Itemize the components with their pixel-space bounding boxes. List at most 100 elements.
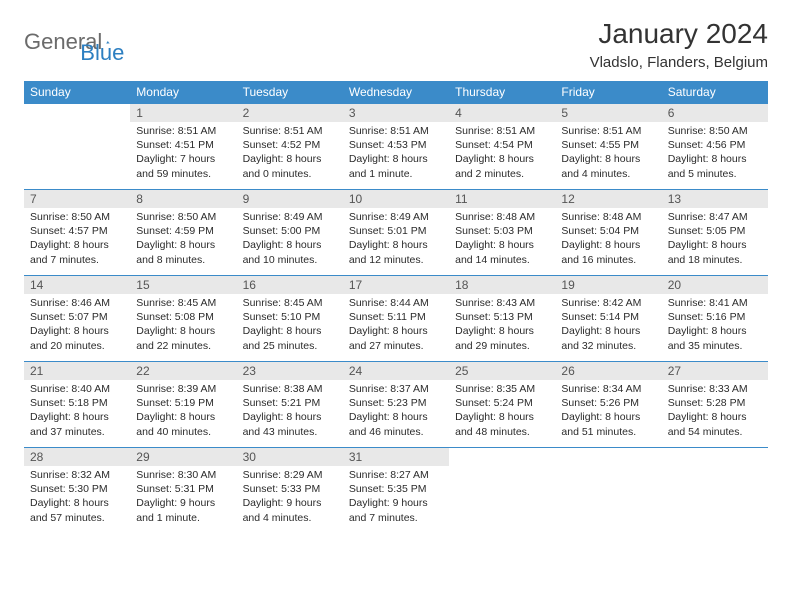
day-content: Sunrise: 8:48 AMSunset: 5:04 PMDaylight:…	[555, 208, 661, 271]
day-content: Sunrise: 8:35 AMSunset: 5:24 PMDaylight:…	[449, 380, 555, 443]
day-number: 19	[555, 276, 661, 294]
sunset-text: Sunset: 5:08 PM	[136, 310, 230, 324]
daylight-text: Daylight: 8 hours	[136, 238, 230, 252]
day-number: 7	[24, 190, 130, 208]
calendar-day-cell	[449, 448, 555, 534]
daylight-text: and 0 minutes.	[243, 167, 337, 181]
sunrise-text: Sunrise: 8:50 AM	[136, 210, 230, 224]
daylight-text: and 54 minutes.	[668, 425, 762, 439]
sunrise-text: Sunrise: 8:46 AM	[30, 296, 124, 310]
sunset-text: Sunset: 5:28 PM	[668, 396, 762, 410]
sunset-text: Sunset: 4:54 PM	[455, 138, 549, 152]
sunset-text: Sunset: 5:26 PM	[561, 396, 655, 410]
day-content: Sunrise: 8:40 AMSunset: 5:18 PMDaylight:…	[24, 380, 130, 443]
day-number: 13	[662, 190, 768, 208]
daylight-text: and 18 minutes.	[668, 253, 762, 267]
calendar-day-cell: 21Sunrise: 8:40 AMSunset: 5:18 PMDayligh…	[24, 362, 130, 448]
day-number: 21	[24, 362, 130, 380]
calendar-week-row: 1Sunrise: 8:51 AMSunset: 4:51 PMDaylight…	[24, 104, 768, 190]
calendar-day-cell: 17Sunrise: 8:44 AMSunset: 5:11 PMDayligh…	[343, 276, 449, 362]
daylight-text: Daylight: 8 hours	[561, 152, 655, 166]
daylight-text: and 2 minutes.	[455, 167, 549, 181]
day-number: 10	[343, 190, 449, 208]
sunset-text: Sunset: 5:13 PM	[455, 310, 549, 324]
logo: General Blue	[24, 18, 124, 66]
sunrise-text: Sunrise: 8:51 AM	[243, 124, 337, 138]
calendar-day-cell: 8Sunrise: 8:50 AMSunset: 4:59 PMDaylight…	[130, 190, 236, 276]
day-number: 24	[343, 362, 449, 380]
sunset-text: Sunset: 5:03 PM	[455, 224, 549, 238]
calendar-week-row: 7Sunrise: 8:50 AMSunset: 4:57 PMDaylight…	[24, 190, 768, 276]
day-number: 25	[449, 362, 555, 380]
daylight-text: and 7 minutes.	[30, 253, 124, 267]
weekday-header: Tuesday	[237, 81, 343, 104]
day-number: 27	[662, 362, 768, 380]
day-number: 6	[662, 104, 768, 122]
sunset-text: Sunset: 5:11 PM	[349, 310, 443, 324]
day-content: Sunrise: 8:50 AMSunset: 4:59 PMDaylight:…	[130, 208, 236, 271]
sunset-text: Sunset: 4:55 PM	[561, 138, 655, 152]
day-number: 15	[130, 276, 236, 294]
calendar-day-cell: 10Sunrise: 8:49 AMSunset: 5:01 PMDayligh…	[343, 190, 449, 276]
daylight-text: and 1 minute.	[136, 511, 230, 525]
calendar-day-cell: 14Sunrise: 8:46 AMSunset: 5:07 PMDayligh…	[24, 276, 130, 362]
calendar-day-cell: 25Sunrise: 8:35 AMSunset: 5:24 PMDayligh…	[449, 362, 555, 448]
day-content: Sunrise: 8:51 AMSunset: 4:51 PMDaylight:…	[130, 122, 236, 185]
calendar-day-cell: 4Sunrise: 8:51 AMSunset: 4:54 PMDaylight…	[449, 104, 555, 190]
calendar-day-cell: 13Sunrise: 8:47 AMSunset: 5:05 PMDayligh…	[662, 190, 768, 276]
daylight-text: Daylight: 9 hours	[349, 496, 443, 510]
sunset-text: Sunset: 4:56 PM	[668, 138, 762, 152]
daylight-text: Daylight: 8 hours	[243, 152, 337, 166]
day-content: Sunrise: 8:37 AMSunset: 5:23 PMDaylight:…	[343, 380, 449, 443]
day-content: Sunrise: 8:50 AMSunset: 4:56 PMDaylight:…	[662, 122, 768, 185]
daylight-text: Daylight: 8 hours	[668, 238, 762, 252]
calendar-day-cell: 27Sunrise: 8:33 AMSunset: 5:28 PMDayligh…	[662, 362, 768, 448]
day-content: Sunrise: 8:49 AMSunset: 5:00 PMDaylight:…	[237, 208, 343, 271]
day-number: 3	[343, 104, 449, 122]
day-number: 18	[449, 276, 555, 294]
day-number: 2	[237, 104, 343, 122]
calendar-day-cell: 24Sunrise: 8:37 AMSunset: 5:23 PMDayligh…	[343, 362, 449, 448]
daylight-text: Daylight: 8 hours	[561, 238, 655, 252]
sunrise-text: Sunrise: 8:51 AM	[349, 124, 443, 138]
location: Vladslo, Flanders, Belgium	[590, 54, 768, 71]
day-content: Sunrise: 8:33 AMSunset: 5:28 PMDaylight:…	[662, 380, 768, 443]
sunrise-text: Sunrise: 8:29 AM	[243, 468, 337, 482]
weekday-header-row: Sunday Monday Tuesday Wednesday Thursday…	[24, 81, 768, 104]
daylight-text: and 27 minutes.	[349, 339, 443, 353]
sunset-text: Sunset: 5:33 PM	[243, 482, 337, 496]
day-content: Sunrise: 8:30 AMSunset: 5:31 PMDaylight:…	[130, 466, 236, 529]
day-content: Sunrise: 8:43 AMSunset: 5:13 PMDaylight:…	[449, 294, 555, 357]
daylight-text: and 10 minutes.	[243, 253, 337, 267]
calendar-day-cell: 7Sunrise: 8:50 AMSunset: 4:57 PMDaylight…	[24, 190, 130, 276]
calendar-day-cell: 31Sunrise: 8:27 AMSunset: 5:35 PMDayligh…	[343, 448, 449, 534]
calendar-day-cell	[555, 448, 661, 534]
calendar-day-cell: 6Sunrise: 8:50 AMSunset: 4:56 PMDaylight…	[662, 104, 768, 190]
daylight-text: and 4 minutes.	[561, 167, 655, 181]
day-number: 12	[555, 190, 661, 208]
daylight-text: Daylight: 8 hours	[668, 324, 762, 338]
daylight-text: Daylight: 8 hours	[136, 324, 230, 338]
daylight-text: and 32 minutes.	[561, 339, 655, 353]
day-number: 22	[130, 362, 236, 380]
day-content: Sunrise: 8:45 AMSunset: 5:10 PMDaylight:…	[237, 294, 343, 357]
calendar-day-cell: 15Sunrise: 8:45 AMSunset: 5:08 PMDayligh…	[130, 276, 236, 362]
sunset-text: Sunset: 4:53 PM	[349, 138, 443, 152]
sunrise-text: Sunrise: 8:39 AM	[136, 382, 230, 396]
daylight-text: and 48 minutes.	[455, 425, 549, 439]
daylight-text: Daylight: 8 hours	[30, 410, 124, 424]
calendar-day-cell: 23Sunrise: 8:38 AMSunset: 5:21 PMDayligh…	[237, 362, 343, 448]
day-number: 8	[130, 190, 236, 208]
daylight-text: Daylight: 8 hours	[243, 238, 337, 252]
daylight-text: Daylight: 8 hours	[349, 324, 443, 338]
sunrise-text: Sunrise: 8:45 AM	[243, 296, 337, 310]
day-content: Sunrise: 8:47 AMSunset: 5:05 PMDaylight:…	[662, 208, 768, 271]
sunrise-text: Sunrise: 8:51 AM	[136, 124, 230, 138]
day-number: 23	[237, 362, 343, 380]
calendar-day-cell	[24, 104, 130, 190]
day-content: Sunrise: 8:45 AMSunset: 5:08 PMDaylight:…	[130, 294, 236, 357]
sunrise-text: Sunrise: 8:49 AM	[243, 210, 337, 224]
day-number: 9	[237, 190, 343, 208]
daylight-text: and 35 minutes.	[668, 339, 762, 353]
day-content: Sunrise: 8:46 AMSunset: 5:07 PMDaylight:…	[24, 294, 130, 357]
